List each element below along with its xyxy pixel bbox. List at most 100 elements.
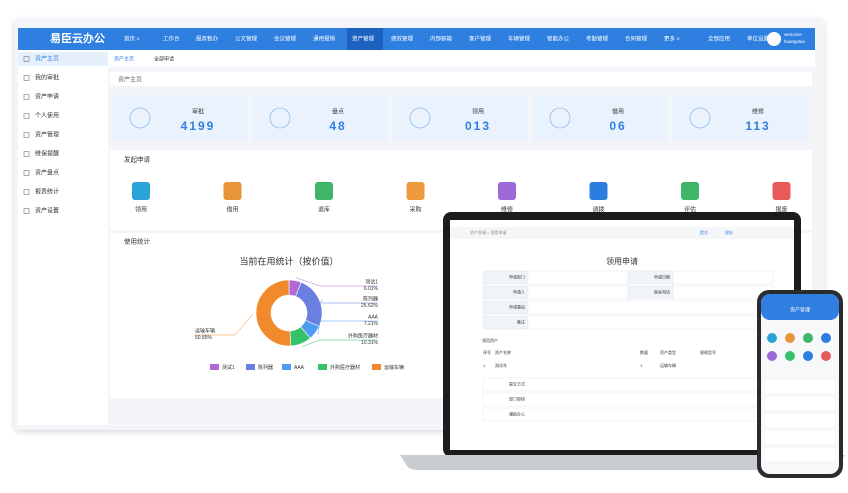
sidebar-item[interactable]: 资产管理 xyxy=(35,131,59,139)
stat-value: 06 xyxy=(609,119,626,133)
slice-value: 25.62% xyxy=(361,303,379,309)
legend-swatch xyxy=(282,364,291,370)
flow-cell xyxy=(482,392,774,407)
apply-label[interactable]: 采购 xyxy=(409,206,421,214)
form-label: 备注 xyxy=(517,319,525,325)
nav-item[interactable]: 单位设置 xyxy=(747,34,770,42)
nav-item[interactable]: 工作台 xyxy=(163,34,180,42)
sidebar-item[interactable]: 资产申请 xyxy=(35,93,59,101)
apply-title: 发起申请 xyxy=(124,155,151,164)
nav-item[interactable]: 服务暂办 xyxy=(196,34,219,42)
tab[interactable]: 全部申请 xyxy=(154,55,174,62)
apply-label[interactable]: 报废 xyxy=(775,206,787,214)
apply-label[interactable]: 领用 xyxy=(135,206,147,214)
apply-label[interactable]: 评估 xyxy=(684,206,696,214)
sidebar-icon xyxy=(23,56,30,62)
phone-icon[interactable] xyxy=(803,351,813,361)
table-cell: 测试车 xyxy=(495,362,507,368)
nav-item[interactable]: 智能办公 xyxy=(547,34,570,42)
phone-icon[interactable] xyxy=(821,351,831,361)
slice-name: 测试1 xyxy=(365,278,378,285)
form-input-cell xyxy=(527,315,774,330)
sidebar-item[interactable]: 资产主页 xyxy=(35,55,59,63)
stat-icon xyxy=(269,107,291,129)
stat-card xyxy=(393,95,528,141)
nav-item[interactable]: 更多 > xyxy=(664,34,680,42)
nav-item[interactable]: 车辆管理 xyxy=(508,34,531,42)
breadcrumb-bar xyxy=(110,72,812,86)
nav-item[interactable]: 首页 > xyxy=(124,34,140,42)
phone-icon[interactable] xyxy=(767,333,777,343)
form-input-cell xyxy=(527,300,774,315)
tab[interactable]: 资产主页 xyxy=(114,55,134,62)
nav-item[interactable]: 通用报销 xyxy=(313,34,336,42)
sidebar-item[interactable]: 报表统计 xyxy=(35,188,59,196)
nav-item[interactable]: 合同管理 xyxy=(625,34,648,42)
apply-icon[interactable] xyxy=(589,182,608,200)
sidebar-item[interactable]: 维保提醒 xyxy=(35,150,59,158)
apply-icon[interactable] xyxy=(681,182,699,200)
phone-icon[interactable] xyxy=(767,351,777,361)
nav-item[interactable]: 公文管理 xyxy=(235,34,258,42)
legend-label[interactable]: 陈列器 xyxy=(258,364,273,371)
stat-label: 领用 xyxy=(472,108,484,116)
sidebar-icon xyxy=(23,94,30,100)
nav-item[interactable]: 资产管理 xyxy=(352,34,375,42)
form-input-cell xyxy=(527,285,629,300)
phone-icon[interactable] xyxy=(803,333,813,343)
apply-label[interactable]: 退库 xyxy=(318,206,330,214)
nav-item[interactable]: 内部邮箱 xyxy=(430,34,453,42)
apply-icon[interactable] xyxy=(772,182,791,200)
laptop-header xyxy=(450,227,794,239)
nav-item[interactable]: 会议管理 xyxy=(274,34,297,42)
laptop-button[interactable]: 提交 xyxy=(700,229,708,235)
slice-value: 10.31% xyxy=(361,340,379,346)
slice-name: 陈列器 xyxy=(363,295,378,302)
stat-label: 盘点 xyxy=(332,108,344,116)
apply-label[interactable]: 调拨 xyxy=(592,206,604,214)
phone-header xyxy=(761,294,839,320)
stat-card xyxy=(533,95,668,141)
legend-label[interactable]: AAA xyxy=(294,365,305,371)
form-label: 申请事由 xyxy=(509,304,525,310)
nav-item[interactable]: 考勤管理 xyxy=(586,34,609,42)
user-text: welcome xyxy=(784,32,802,37)
apply-icon[interactable] xyxy=(315,182,333,200)
phone-list-row xyxy=(765,380,835,393)
slice-value: 7.21% xyxy=(364,321,379,327)
form-label: 申请部门 xyxy=(509,274,525,280)
leader-line xyxy=(317,320,378,335)
stat-card xyxy=(113,95,248,141)
nav-item[interactable]: 客户管理 xyxy=(469,34,492,42)
legend-label[interactable]: 测试1 xyxy=(222,364,235,371)
sidebar-icon xyxy=(23,75,30,81)
sidebar-item[interactable]: 个人使用 xyxy=(35,112,59,120)
sidebar xyxy=(18,50,108,425)
apply-label[interactable]: 维修 xyxy=(501,206,513,214)
apply-icon[interactable] xyxy=(406,182,425,200)
apply-icon[interactable] xyxy=(223,182,242,200)
apply-label[interactable]: 借用 xyxy=(226,206,238,214)
table-cell: 1 xyxy=(483,363,486,368)
sidebar-item[interactable]: 资产设置 xyxy=(35,207,59,215)
sidebar-item[interactable]: 资产盘点 xyxy=(35,169,59,177)
nav-item[interactable]: 绩效管理 xyxy=(391,34,414,42)
phone-icon[interactable] xyxy=(785,333,795,343)
logo: 易臣云办公 xyxy=(50,31,105,45)
stat-value: 48 xyxy=(329,119,346,133)
sidebar-icon xyxy=(23,113,30,119)
legend-label[interactable]: 运输车辆 xyxy=(384,364,404,371)
phone-icon[interactable] xyxy=(785,351,795,361)
apply-icon[interactable] xyxy=(498,182,516,200)
legend-swatch xyxy=(210,364,219,370)
apply-icon[interactable] xyxy=(132,182,150,200)
user-text: huangxtao xyxy=(784,39,806,44)
laptop-button[interactable]: 保存 xyxy=(725,229,733,235)
sidebar-item[interactable]: 我的审批 xyxy=(35,74,59,82)
leader-line xyxy=(302,339,378,347)
phone-icon[interactable] xyxy=(821,333,831,343)
avatar xyxy=(767,32,781,46)
legend-label[interactable]: 外购医疗器材 xyxy=(330,364,360,371)
nav-item[interactable]: 全部应用 xyxy=(708,34,730,42)
